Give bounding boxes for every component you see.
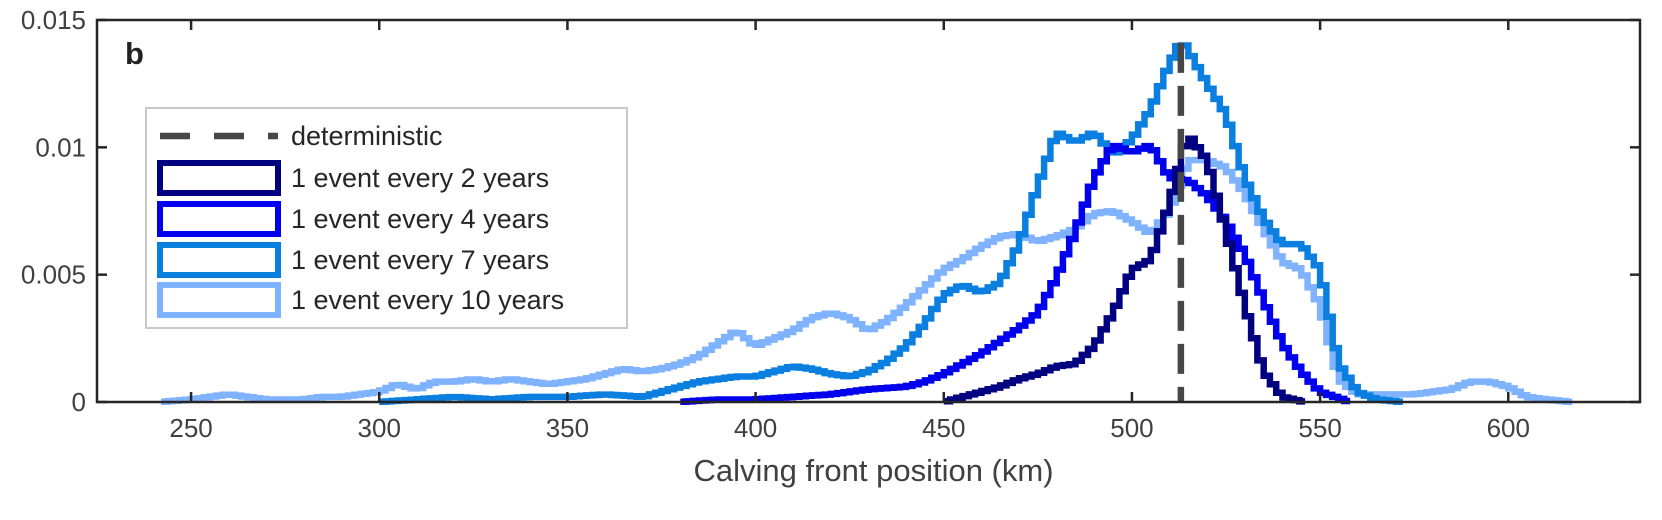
legend-label-deterministic: deterministic	[291, 121, 443, 151]
y-tick-label: 0	[72, 387, 86, 417]
legend-label: 1 event every 4 years	[291, 204, 549, 234]
x-tick-label: 250	[169, 413, 212, 443]
x-tick-label: 550	[1298, 413, 1341, 443]
legend-label: 1 event every 7 years	[291, 245, 549, 275]
legend-swatch	[157, 160, 281, 196]
x-tick-label: 600	[1487, 413, 1530, 443]
series-line-1-event-every-2-years	[943, 135, 1306, 405]
legend-swatch	[157, 242, 281, 278]
x-tick-label: 400	[734, 413, 777, 443]
panel-label: b	[125, 36, 144, 71]
legend-swatch	[157, 201, 281, 237]
x-axis-ticks: 250 300 350 400 450 500 550 600	[169, 20, 1530, 443]
x-tick-label: 500	[1110, 413, 1153, 443]
y-tick-label: 0.01	[35, 132, 86, 162]
y-tick-label: 0.005	[21, 260, 86, 290]
y-tick-label: 0.015	[21, 5, 86, 35]
y-axis-ticks: 0 0.005 0.01 0.015	[21, 5, 1640, 417]
legend-label: 1 event every 10 years	[291, 285, 564, 315]
legend: deterministic 1 event every 2 years 1 even…	[145, 107, 628, 329]
x-tick-label: 350	[546, 413, 589, 443]
x-tick-label: 450	[922, 413, 965, 443]
series-line-1-event-every-4-years	[680, 142, 1351, 406]
x-tick-label: 300	[358, 413, 401, 443]
plot-frame	[95, 18, 1642, 404]
legend-label: 1 event every 2 years	[291, 163, 549, 193]
series-line-1-event-every-10-years	[161, 156, 1573, 405]
x-axis-label: Calving front position (km)	[693, 453, 1053, 488]
legend-swatch	[157, 282, 281, 318]
